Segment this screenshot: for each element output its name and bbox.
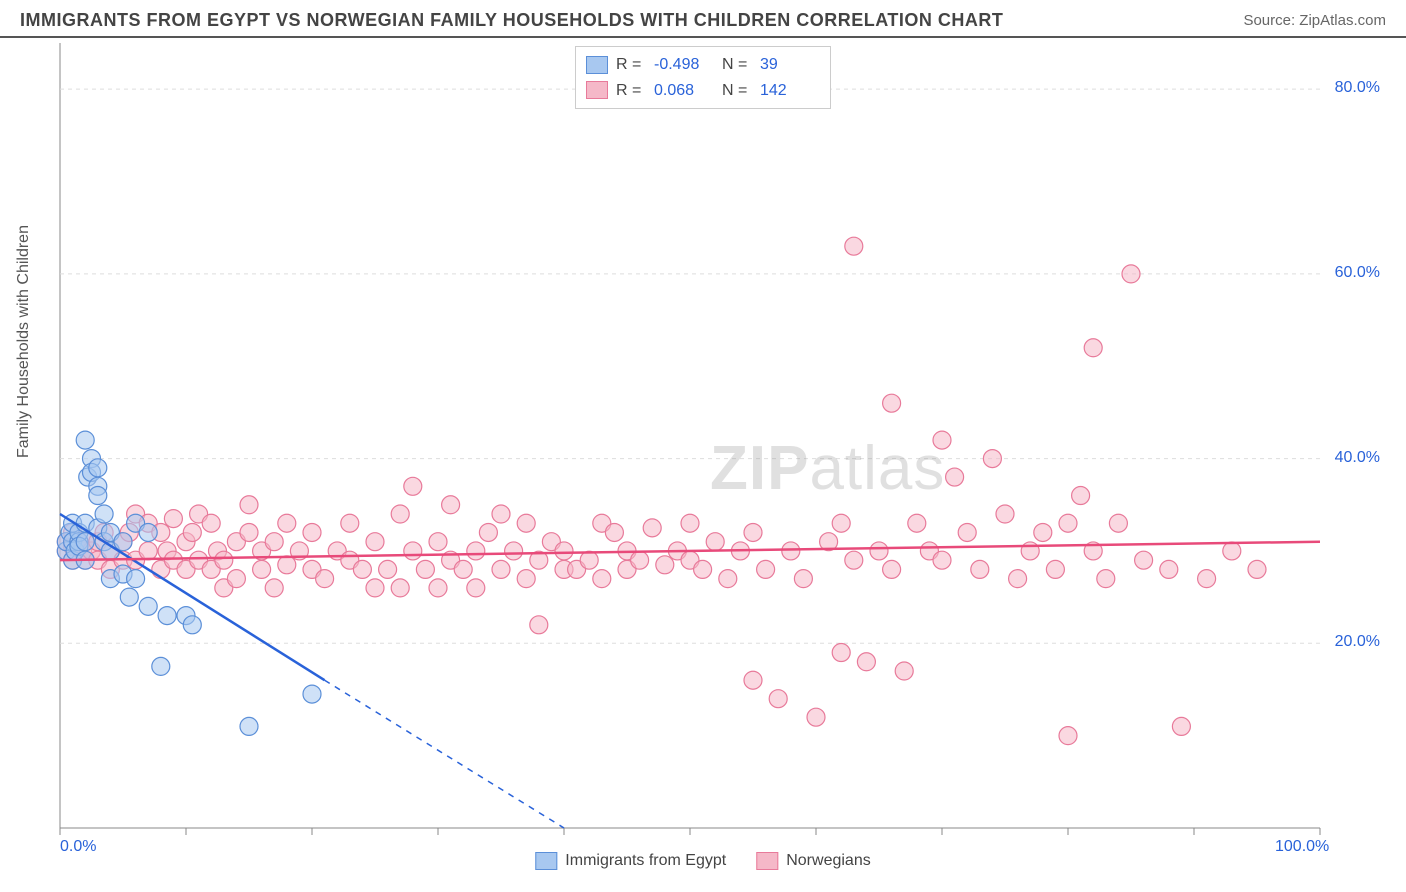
legend-label: Immigrants from Egypt <box>565 852 726 870</box>
chart-header: IMMIGRANTS FROM EGYPT VS NORWEGIAN FAMIL… <box>0 0 1406 38</box>
legend-swatch <box>586 81 608 99</box>
series-legend: Immigrants from Egypt Norwegians <box>535 852 870 870</box>
chart-area: Family Households with Children ZIPatlas… <box>20 38 1386 868</box>
legend-swatch <box>535 852 557 870</box>
legend-swatch <box>756 852 778 870</box>
correlation-legend: R = -0.498 N = 39 R = 0.068 N = 142 <box>575 46 831 109</box>
legend-item: Immigrants from Egypt <box>535 852 726 870</box>
y-tick-label: 60.0% <box>1335 264 1380 282</box>
legend-row: R = 0.068 N = 142 <box>586 78 820 104</box>
chart-source: Source: ZipAtlas.com <box>1243 12 1386 29</box>
legend-swatch <box>586 56 608 74</box>
legend-label: Norwegians <box>786 852 870 870</box>
legend-item: Norwegians <box>756 852 870 870</box>
y-tick-label: 80.0% <box>1335 79 1380 97</box>
r-label: R = <box>616 52 646 78</box>
y-axis-label: Family Households with Children <box>15 225 33 458</box>
n-value: 39 <box>760 52 820 78</box>
y-tick-label: 20.0% <box>1335 633 1380 651</box>
x-tick-label: 100.0% <box>1275 838 1329 856</box>
legend-row: R = -0.498 N = 39 <box>586 52 820 78</box>
scatter-plot <box>20 38 1386 868</box>
n-label: N = <box>722 52 752 78</box>
y-tick-label: 40.0% <box>1335 449 1380 467</box>
r-value: 0.068 <box>654 78 714 104</box>
n-label: N = <box>722 78 752 104</box>
chart-title: IMMIGRANTS FROM EGYPT VS NORWEGIAN FAMIL… <box>20 10 1003 31</box>
x-tick-label: 0.0% <box>60 838 96 856</box>
r-label: R = <box>616 78 646 104</box>
n-value: 142 <box>760 78 820 104</box>
r-value: -0.498 <box>654 52 714 78</box>
